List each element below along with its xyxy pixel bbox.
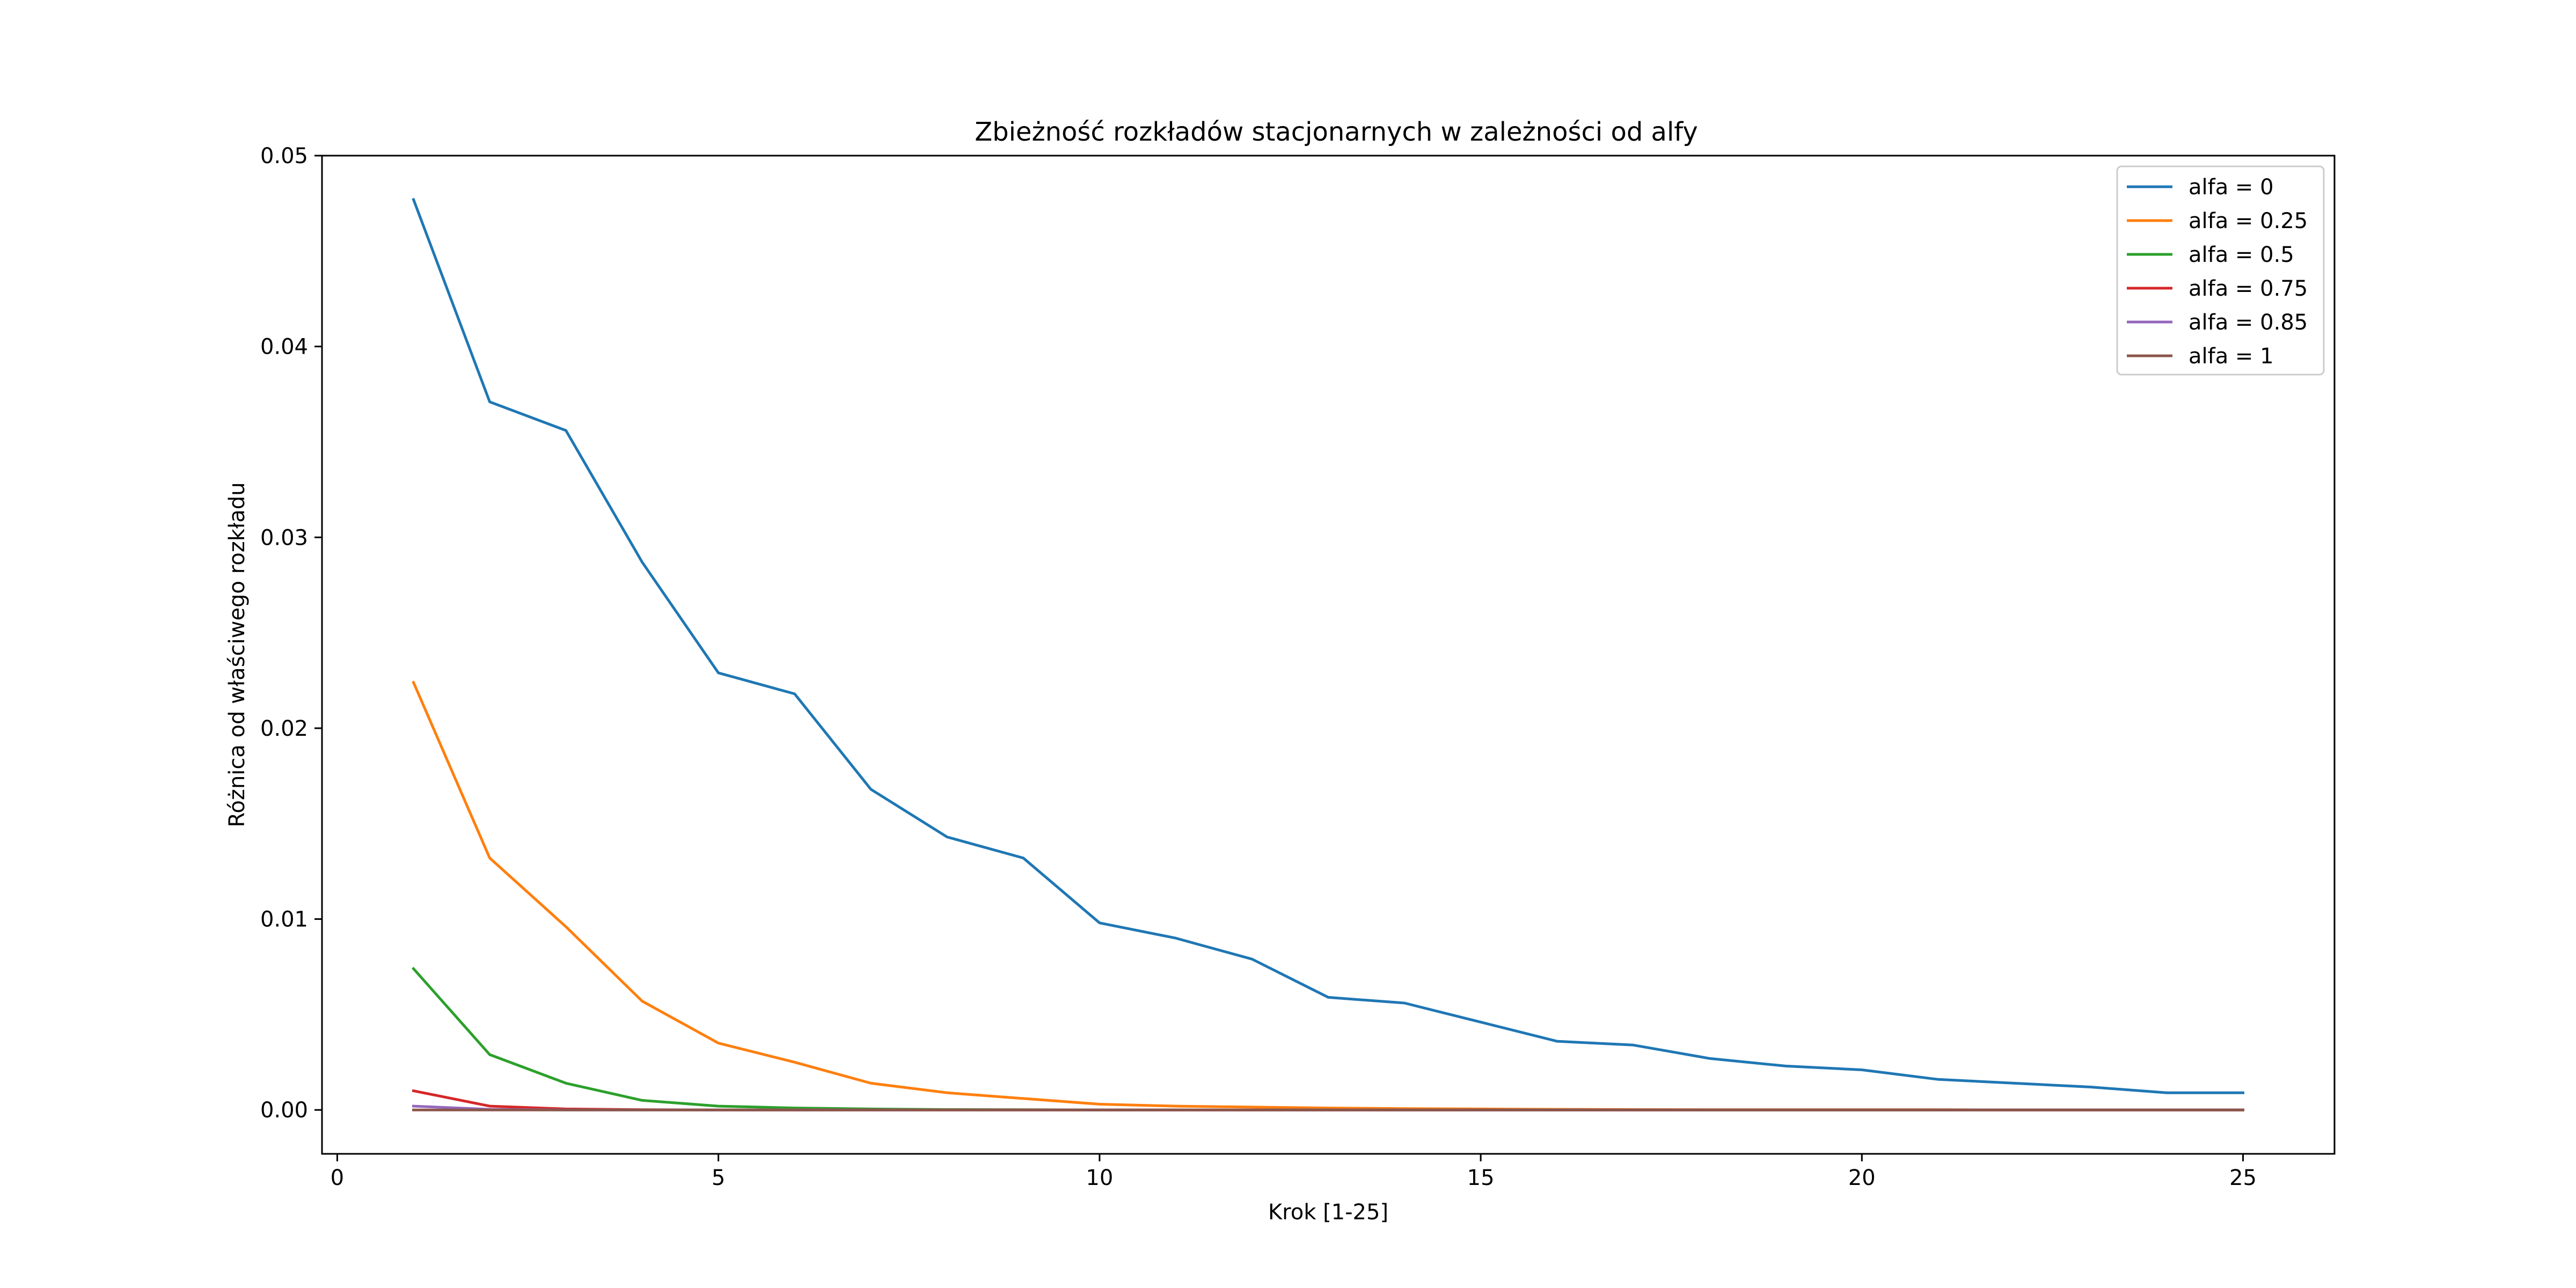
y-tick-label: 0.02 xyxy=(260,716,308,741)
chart-title: Zbieżność rozkładów stacjonarnych w zale… xyxy=(975,117,1698,147)
legend-label-3: alfa = 0.75 xyxy=(2189,276,2308,301)
x-tick-label: 0 xyxy=(331,1166,344,1190)
x-axis: 0 5 10 15 20 25 xyxy=(331,1154,2257,1190)
x-tick-label: 25 xyxy=(2229,1166,2257,1190)
y-axis-label: Różnica od właściwego rozkładu xyxy=(225,482,250,828)
x-tick-label: 10 xyxy=(1086,1166,1113,1190)
legend-label-1: alfa = 0.25 xyxy=(2189,209,2308,233)
x-tick-label: 20 xyxy=(1848,1166,1876,1190)
y-tick-label: 0.03 xyxy=(260,525,308,550)
y-tick-label: 0.04 xyxy=(260,335,308,360)
series-lines xyxy=(411,197,2244,1111)
y-tick-label: 0.05 xyxy=(260,144,308,169)
legend-label-5: alfa = 1 xyxy=(2189,344,2274,369)
y-axis: 0.00 0.01 0.02 0.03 0.04 0.05 xyxy=(260,144,322,1123)
legend-label-4: alfa = 0.85 xyxy=(2189,310,2308,335)
plot-frame xyxy=(321,155,2336,1155)
y-tick-label: 0.00 xyxy=(260,1098,308,1123)
y-tick-label: 0.01 xyxy=(260,908,308,932)
series-line-0 xyxy=(412,197,2244,1094)
x-axis-label: Krok [1-25] xyxy=(1268,1200,1388,1225)
legend-label-0: alfa = 0 xyxy=(2189,175,2274,200)
legend: alfa = 0 alfa = 0.25 alfa = 0.5 alfa = 0.75… xyxy=(2116,165,2325,376)
x-tick-label: 5 xyxy=(712,1166,725,1190)
legend-label-2: alfa = 0.5 xyxy=(2189,243,2294,267)
x-tick-label: 15 xyxy=(1467,1166,1495,1190)
